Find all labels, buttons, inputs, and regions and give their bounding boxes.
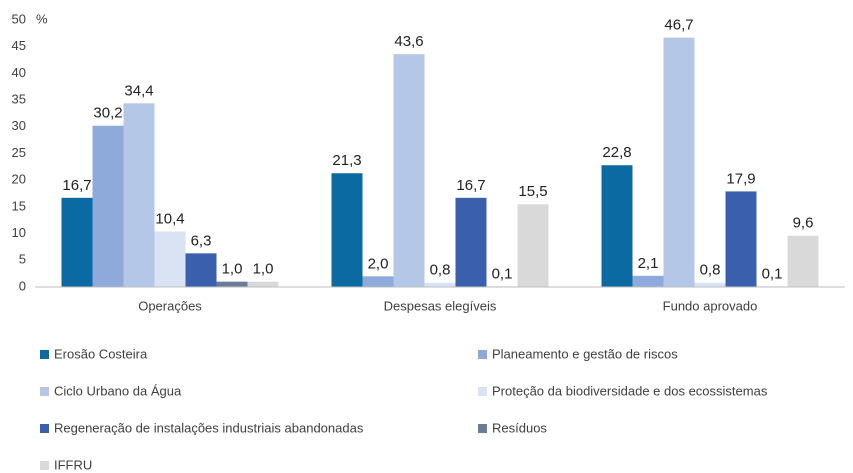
- legend-swatch: [478, 350, 487, 359]
- bar: [123, 103, 155, 287]
- legend-label: Ciclo Urbano da Água: [54, 383, 182, 398]
- bar: [601, 165, 633, 287]
- legend-label: Planeamento e gestão de riscos: [492, 346, 678, 361]
- y-tick-label: 50: [12, 11, 26, 26]
- value-label: 30,2: [93, 105, 122, 122]
- bar: [331, 173, 363, 287]
- bar: [694, 282, 726, 287]
- value-label: 46,7: [664, 17, 693, 34]
- value-label: 16,7: [456, 177, 485, 194]
- legend-label: Erosão Costeira: [54, 346, 148, 361]
- bar: [517, 204, 549, 287]
- bar: [185, 253, 217, 287]
- bar: [787, 235, 819, 287]
- value-label: 10,4: [155, 210, 184, 227]
- value-label: 0,1: [492, 265, 513, 282]
- y-tick-label: 25: [12, 145, 26, 160]
- legend-label: Regeneração de instalações industriais a…: [54, 420, 364, 435]
- legend-label: Resíduos: [492, 420, 547, 435]
- y-tick-label: 40: [12, 65, 26, 80]
- x-tick-label: Operações: [138, 298, 202, 313]
- legend-swatch: [478, 424, 487, 433]
- bar: [154, 231, 186, 287]
- y-tick-label: 35: [12, 92, 26, 107]
- y-tick-label: 30: [12, 118, 26, 133]
- y-tick-label: 5: [19, 252, 26, 267]
- value-label: 1,0: [222, 261, 243, 278]
- y-tick-label: 0: [19, 278, 26, 293]
- y-tick-label: 45: [12, 38, 26, 53]
- bar: [632, 275, 664, 287]
- y-tick-label: 15: [12, 198, 26, 213]
- value-label: 2,1: [638, 255, 659, 272]
- value-label: 43,6: [394, 33, 423, 50]
- x-tick-label: Despesas elegíveis: [384, 298, 497, 313]
- y-tick-label: 10: [12, 225, 26, 240]
- bar: [362, 276, 394, 287]
- legend-swatch: [40, 424, 49, 433]
- bar: [61, 197, 93, 287]
- value-label: 15,5: [518, 183, 547, 200]
- value-label: 2,0: [368, 255, 389, 272]
- bar: [663, 37, 695, 287]
- legend-label: Proteção da biodiversidade e dos ecossis…: [492, 383, 768, 398]
- bar: [247, 281, 279, 287]
- value-label: 0,8: [700, 262, 721, 279]
- legend-label: IFFRU: [54, 457, 92, 472]
- value-label: 9,6: [793, 215, 814, 232]
- y-tick-label: 20: [12, 172, 26, 187]
- value-label: 1,0: [253, 261, 274, 278]
- value-label: 6,3: [191, 232, 212, 249]
- legend-swatch: [40, 350, 49, 359]
- x-tick-label: Fundo aprovado: [663, 298, 758, 313]
- y-unit: %: [36, 11, 48, 26]
- value-label: 17,9: [726, 170, 755, 187]
- value-label: 22,8: [602, 144, 631, 161]
- bar: [455, 197, 487, 287]
- bar: [424, 282, 456, 287]
- value-label: 0,8: [430, 262, 451, 279]
- legend-swatch: [40, 461, 49, 470]
- value-label: 21,3: [332, 152, 361, 169]
- legend-swatch: [478, 387, 487, 396]
- value-label: 0,1: [762, 265, 783, 282]
- legend-swatch: [40, 387, 49, 396]
- bar: [393, 54, 425, 288]
- value-label: 16,7: [62, 177, 91, 194]
- bar: [725, 191, 757, 287]
- value-label: 34,4: [124, 82, 153, 99]
- bar: [216, 281, 248, 287]
- bar: [92, 125, 124, 288]
